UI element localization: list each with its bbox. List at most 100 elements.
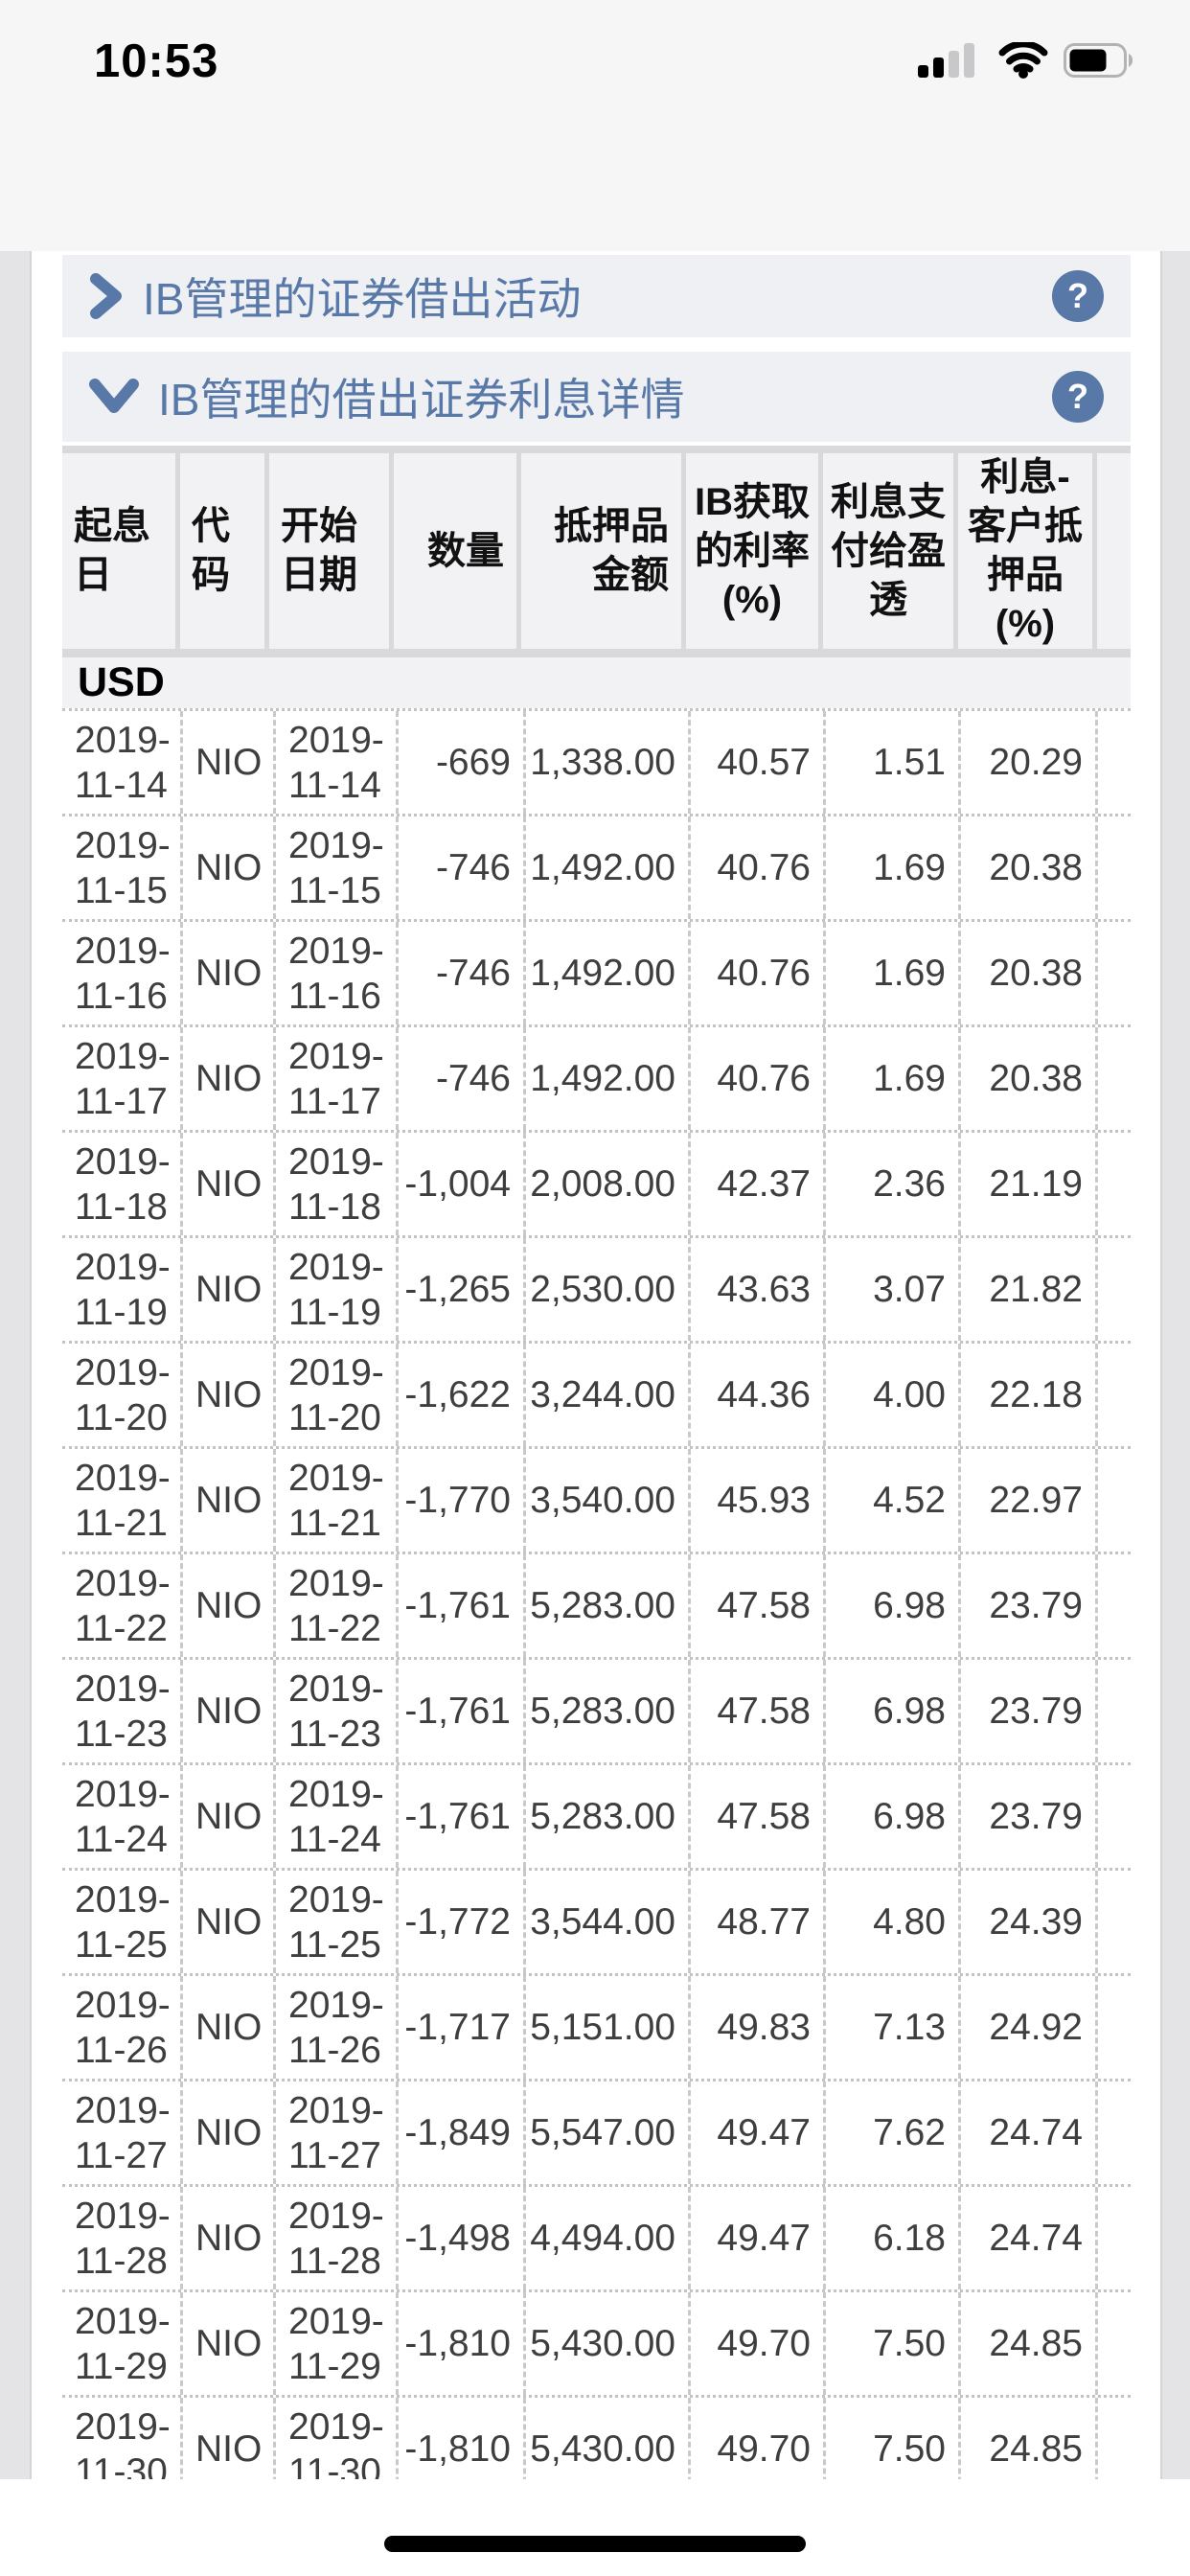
section-title: IB管理的借出证券利息详情 [158,375,685,425]
column-header: 数量 [394,453,516,649]
cell-interest-paid-to-ib: 6.98 [823,1554,958,1657]
cell-collateral-amount: 2,008.00 [523,1133,688,1235]
cell-symbol: NIO [180,1976,273,2079]
cell-interest-paid-to-ib: 6.98 [823,1660,958,1762]
cell-value-date: 2019-11-27 [75,2089,171,2176]
cell-ib-rate-earned: 47.58 [688,1660,823,1762]
cell-ib-rate-earned: 44.36 [688,1344,823,1446]
cell-start-date: 2019-11-16 [273,922,396,1024]
cell-interest-customer-collateral: 22.18 [958,1344,1095,1446]
cell-quantity: -1,004 [396,1133,523,1235]
cell-spacer [1095,2292,1131,2395]
table-row: 2019-11-23 NIO 2019-11-23 -1,761 5,283.00 47.… [62,1657,1131,1762]
cell-symbol: NIO [180,816,273,919]
section-title: IB管理的证券借出活动 [143,274,582,324]
cell-interest-paid-to-ib: 2.36 [823,1133,958,1235]
help-button[interactable]: ? [1052,371,1104,423]
cell-ib-rate-earned: 40.76 [688,922,823,1024]
section-header-interest-details[interactable]: IB管理的借出证券利息详情 ? [62,352,1131,442]
cell-interest-paid-to-ib: 6.98 [823,1765,958,1868]
report-webview: IB管理的证券借出活动 ? IB管理的借出证券利息详情 ? 起息日 代码 开始日期数… [0,251,1190,2576]
cell-interest-paid-to-ib: 1.69 [823,922,958,1024]
cell-quantity: -1,761 [396,1765,523,1868]
cell-spacer [1095,711,1131,814]
cell-interest-customer-collateral: 20.38 [958,816,1095,919]
cell-interest-paid-to-ib: 1.69 [823,816,958,919]
page-right-gutter [1160,251,1190,2479]
cell-value-date: 2019-11-25 [75,1878,171,1966]
cell-spacer [1095,816,1131,919]
status-time: 10:53 [94,35,219,87]
cell-quantity: -1,622 [396,1344,523,1446]
table-row: 2019-11-16 NIO 2019-11-16 -746 1,492.00 40.76… [62,919,1131,1024]
cell-spacer [1095,1133,1131,1235]
cell-symbol: NIO [180,1238,273,1341]
cell-symbol: NIO [180,1027,273,1130]
home-indicator[interactable] [384,2536,806,2552]
cell-spacer [1095,1027,1131,1130]
currency-group-row: USD [62,657,1131,708]
cell-interest-customer-collateral: 24.92 [958,1976,1095,2079]
cell-interest-paid-to-ib: 4.00 [823,1344,958,1446]
report-page: IB管理的证券借出活动 ? IB管理的借出证券利息详情 ? 起息日 代码 开始日期数… [32,251,1160,2479]
cell-quantity: -746 [396,816,523,919]
cell-spacer [1095,1660,1131,1762]
app-chrome: 10:53 [0,0,1190,378]
cell-spacer [1095,1238,1131,1341]
cell-ib-rate-earned: 47.58 [688,1765,823,1868]
table-row: 2019-11-22 NIO 2019-11-22 -1,761 5,283.00 47.… [62,1552,1131,1657]
table-row: 2019-11-29 NIO 2019-11-29 -1,810 5,430.00 49.… [62,2289,1131,2395]
cell-interest-paid-to-ib: 4.52 [823,1449,958,1552]
cell-symbol: NIO [180,2292,273,2395]
cell-interest-customer-collateral: 24.85 [958,2292,1095,2395]
table-row: 2019-11-20 NIO 2019-11-20 -1,622 3,244.00 44.… [62,1341,1131,1446]
cell-collateral-amount: 4,494.00 [523,2187,688,2289]
cell-ib-rate-earned: 45.93 [688,1449,823,1552]
cell-spacer [1095,1765,1131,1868]
cell-quantity: -1,761 [396,1554,523,1657]
column-header: 利息支付给盈透 [823,453,953,649]
cell-ib-rate-earned: 42.37 [688,1133,823,1235]
cell-value-date: 2019-11-15 [75,824,171,911]
cell-symbol: NIO [180,2082,273,2184]
cell-start-date: 2019-11-19 [273,1238,396,1341]
cell-spacer [1095,1976,1131,2079]
cell-collateral-amount: 1,492.00 [523,922,688,1024]
nav-bar: 活动报表 [0,126,1190,378]
cell-quantity: -1,770 [396,1449,523,1552]
cell-start-date: 2019-11-14 [273,711,396,814]
page-left-gutter [0,251,32,2479]
status-icons [918,40,1134,83]
cell-spacer [1095,2187,1131,2289]
table-row: 2019-11-21 NIO 2019-11-21 -1,770 3,540.00 45.… [62,1446,1131,1552]
cell-ib-rate-earned: 48.77 [688,1871,823,1973]
cell-value-date: 2019-11-19 [75,1246,171,1333]
cell-collateral-amount: 5,547.00 [523,2082,688,2184]
table-row: 2019-11-30 NIO 2019-11-30 -1,810 5,430.00 49.… [62,2395,1131,2479]
cell-value-date: 2019-11-20 [75,1351,171,1438]
cell-value-date: 2019-11-16 [75,930,171,1017]
cell-quantity: -746 [396,1027,523,1130]
cell-ib-rate-earned: 49.83 [688,1976,823,2079]
section-header-lending-activity[interactable]: IB管理的证券借出活动 ? [62,255,1131,337]
cell-value-date: 2019-11-17 [75,1035,171,1122]
battery-icon [1064,43,1134,82]
table-row: 2019-11-27 NIO 2019-11-27 -1,849 5,547.00 49.… [62,2079,1131,2184]
column-header: 利息-客户抵押品(%) [958,453,1092,649]
cell-start-date: 2019-11-21 [273,1449,396,1552]
cell-collateral-amount: 1,338.00 [523,711,688,814]
cell-start-date: 2019-11-27 [273,2082,396,2184]
cell-interest-paid-to-ib: 3.07 [823,1238,958,1341]
table-row: 2019-11-18 NIO 2019-11-18 -1,004 2,008.00 42.… [62,1130,1131,1235]
cell-value-date: 2019-11-24 [75,1773,171,1860]
cell-quantity: -1,810 [396,2398,523,2479]
cell-interest-customer-collateral: 22.97 [958,1449,1095,1552]
cell-interest-customer-collateral: 24.39 [958,1871,1095,1973]
cell-start-date: 2019-11-24 [273,1765,396,1868]
cell-value-date: 2019-11-23 [75,1668,171,1755]
cell-ib-rate-earned: 40.76 [688,816,823,919]
cell-ib-rate-earned: 49.70 [688,2292,823,2395]
chevron-right-icon [89,273,124,319]
help-button[interactable]: ? [1052,270,1104,322]
